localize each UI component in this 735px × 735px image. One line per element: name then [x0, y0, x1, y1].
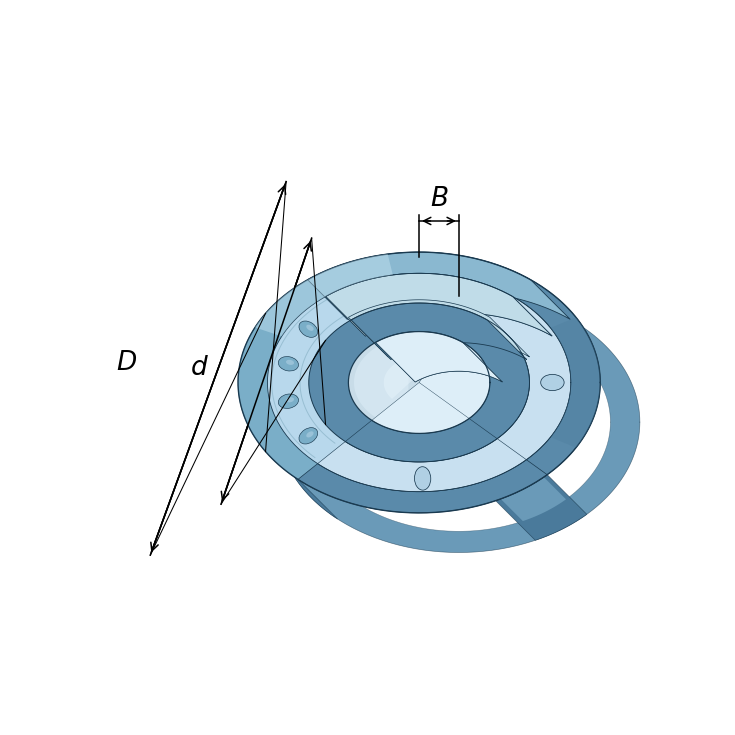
Polygon shape — [345, 418, 497, 462]
Ellipse shape — [386, 279, 401, 298]
Ellipse shape — [548, 397, 556, 402]
Polygon shape — [268, 273, 571, 492]
Polygon shape — [255, 254, 392, 337]
Ellipse shape — [528, 431, 535, 437]
Polygon shape — [351, 303, 527, 359]
Text: B: B — [430, 187, 448, 212]
Polygon shape — [348, 331, 489, 460]
Polygon shape — [551, 318, 600, 448]
Polygon shape — [238, 252, 600, 513]
Ellipse shape — [520, 428, 539, 444]
Polygon shape — [348, 331, 490, 434]
Ellipse shape — [438, 279, 452, 298]
Polygon shape — [326, 273, 552, 336]
Polygon shape — [483, 459, 566, 521]
Ellipse shape — [279, 394, 298, 409]
Polygon shape — [326, 273, 552, 336]
Polygon shape — [268, 273, 523, 503]
Ellipse shape — [444, 283, 449, 291]
Ellipse shape — [337, 293, 354, 312]
Ellipse shape — [286, 397, 294, 402]
Ellipse shape — [286, 360, 294, 365]
Ellipse shape — [299, 321, 318, 337]
Polygon shape — [449, 418, 509, 468]
Polygon shape — [278, 292, 640, 553]
Polygon shape — [495, 475, 587, 540]
Ellipse shape — [306, 431, 314, 437]
Polygon shape — [238, 252, 535, 519]
Polygon shape — [318, 439, 526, 492]
Ellipse shape — [344, 298, 350, 305]
Polygon shape — [348, 343, 569, 501]
Ellipse shape — [279, 356, 298, 371]
Ellipse shape — [392, 283, 398, 291]
Polygon shape — [419, 337, 490, 429]
Polygon shape — [483, 265, 600, 501]
Ellipse shape — [306, 325, 314, 331]
Polygon shape — [466, 439, 537, 494]
Polygon shape — [372, 382, 469, 434]
Text: d: d — [191, 355, 208, 381]
Polygon shape — [376, 331, 502, 382]
Polygon shape — [308, 252, 570, 320]
Polygon shape — [354, 337, 409, 429]
Ellipse shape — [541, 374, 564, 390]
Polygon shape — [388, 371, 529, 473]
Polygon shape — [309, 303, 529, 462]
Polygon shape — [376, 331, 502, 382]
Ellipse shape — [539, 394, 560, 409]
Polygon shape — [298, 459, 547, 513]
Polygon shape — [384, 363, 419, 399]
Polygon shape — [348, 300, 529, 357]
Polygon shape — [309, 303, 506, 481]
Text: D: D — [116, 350, 137, 376]
Ellipse shape — [299, 428, 318, 444]
Ellipse shape — [415, 467, 431, 490]
Polygon shape — [466, 284, 571, 481]
Polygon shape — [449, 310, 529, 454]
